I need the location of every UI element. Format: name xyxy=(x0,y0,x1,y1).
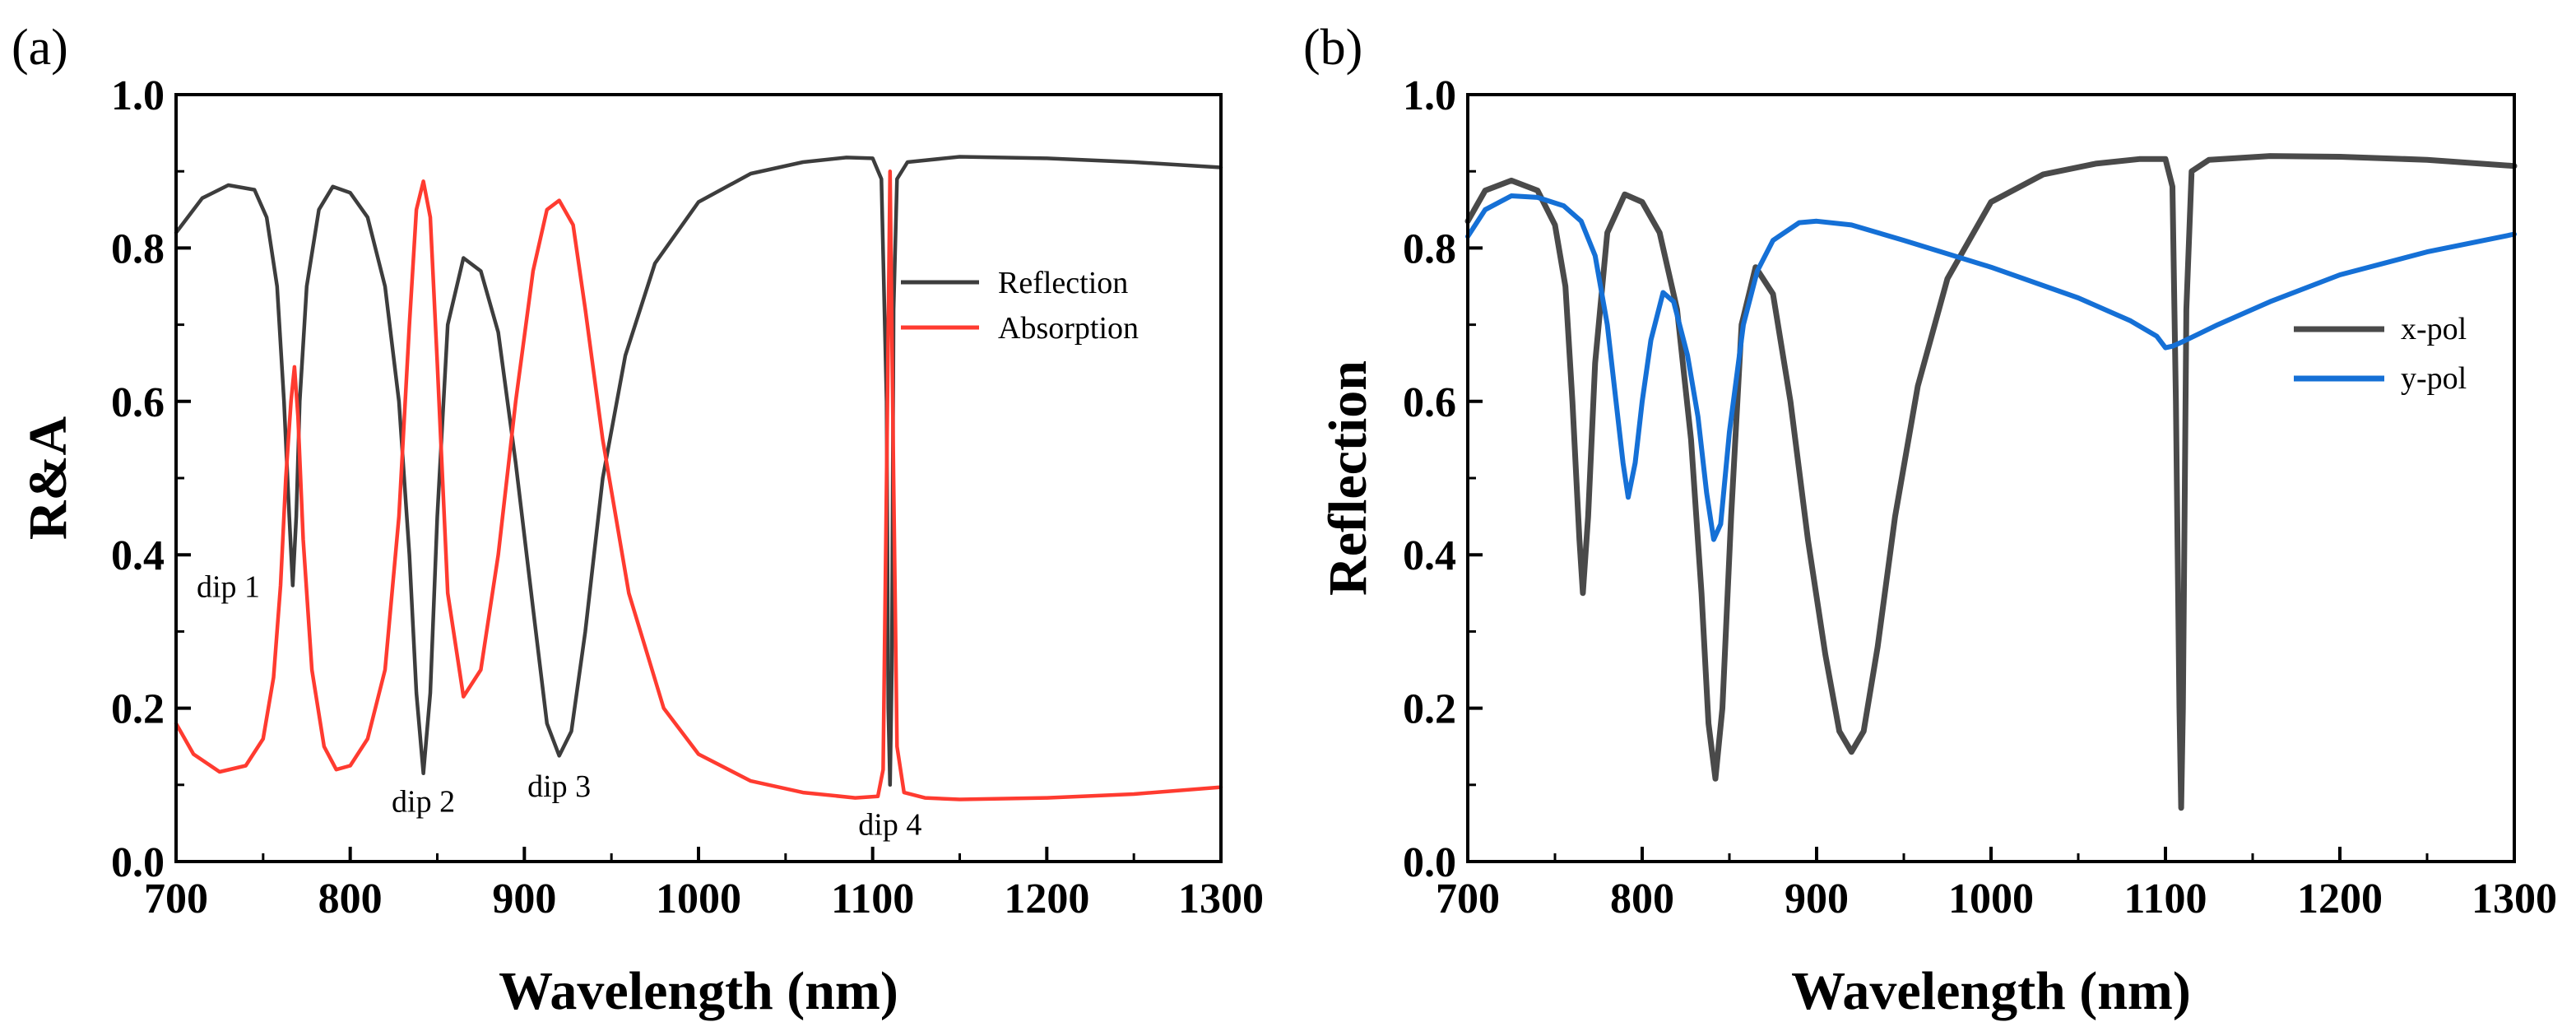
x-tick-label: 1000 xyxy=(1948,876,2034,922)
x-tick-label: 1100 xyxy=(831,876,914,922)
panel-b-y-axis-title: Reflection xyxy=(1318,360,1378,596)
y-tick-label: 0.0 xyxy=(1403,839,1456,886)
panel-b-x-axis-title: Wavelength (nm) xyxy=(1791,961,2191,1021)
x-tick-label: 900 xyxy=(492,876,556,922)
x-tick-label: 900 xyxy=(1785,876,1849,922)
panel-a-curves xyxy=(174,155,1223,801)
panel-b-reflection-polarization-chart: (b) 700 800 900 1000 1100 1200 1300 0.00.20.40… xyxy=(1303,20,2557,1021)
series-absorption-line xyxy=(174,169,1223,801)
x-tick-label: 800 xyxy=(1610,876,1674,922)
y-tick-label: 0.4 xyxy=(111,532,165,579)
panel-a-x-axis-title: Wavelength (nm) xyxy=(499,961,898,1021)
y-tick-label: 0.6 xyxy=(1403,379,1456,426)
panel-a-x-ticks: 700 800 900 1000 1100 1200 1300 xyxy=(144,847,1264,922)
legend-absorption-label: Absorption xyxy=(998,311,1139,346)
panel-a-legend: Reflection Absorption xyxy=(901,266,1139,346)
y-tick-label: 0.4 xyxy=(1403,532,1456,579)
panel-a-plot-frame xyxy=(174,93,1223,863)
y-tick-label: 0.8 xyxy=(111,225,165,272)
panel-a-reflection-absorption-chart: (a) 700 800 900 1000 1100 1200 1300 0.00.20.40… xyxy=(12,20,1264,1021)
x-tick-label: 1100 xyxy=(2123,876,2207,922)
x-tick-label: 800 xyxy=(318,876,383,922)
panel-a-label: (a) xyxy=(12,20,68,76)
annotation-dip-3: dip 3 xyxy=(527,769,591,804)
panel-a-annotations: dip 1 dip 2 dip 3 dip 4 xyxy=(197,569,921,842)
panel-b-legend: x-pol y-pol xyxy=(2294,312,2467,396)
annotation-dip-1: dip 1 xyxy=(197,569,260,604)
legend-x-pol-label: x-pol xyxy=(2401,312,2467,346)
x-tick-label: 700 xyxy=(1436,876,1500,922)
series-x-pol-line xyxy=(1464,153,2518,811)
y-tick-label: 0.2 xyxy=(111,686,165,733)
legend-reflection-label: Reflection xyxy=(998,266,1128,300)
legend-y-pol-label: y-pol xyxy=(2401,361,2467,396)
y-tick-label: 0.8 xyxy=(1403,225,1456,272)
series-reflection-line xyxy=(174,155,1223,787)
y-tick-label: 0.2 xyxy=(1403,686,1456,733)
panel-b-y-ticks: 0.0 0.2 0.4 0.6 0.8 1.0 xyxy=(1403,72,1483,886)
panel-b-x-ticks: 700 800 900 1000 1100 1200 1300 xyxy=(1436,847,2557,922)
x-tick-label: 1300 xyxy=(2472,876,2557,922)
x-tick-label: 700 xyxy=(144,876,208,922)
series-y-pol-line xyxy=(1465,193,2517,542)
y-tick-label: 0.0 xyxy=(111,839,165,886)
annotation-dip-4: dip 4 xyxy=(858,807,921,842)
x-tick-label: 1200 xyxy=(1004,876,1089,922)
panel-b-curves xyxy=(1464,153,2518,811)
x-tick-label: 1200 xyxy=(2297,876,2383,922)
y-tick-label: 0.6 xyxy=(111,379,165,426)
panel-b-label: (b) xyxy=(1303,20,1362,76)
x-tick-label: 1300 xyxy=(1178,876,1264,922)
panel-a-y-axis-title: R&A xyxy=(18,416,78,541)
x-tick-label: 1000 xyxy=(656,876,741,922)
y-tick-label: 1.0 xyxy=(1403,72,1456,119)
annotation-dip-2: dip 2 xyxy=(392,784,455,819)
y-tick-label: 1.0 xyxy=(111,72,165,119)
panel-a-y-ticks: 0.0 0.2 0.4 0.6 0.8 1.0 xyxy=(111,72,191,886)
